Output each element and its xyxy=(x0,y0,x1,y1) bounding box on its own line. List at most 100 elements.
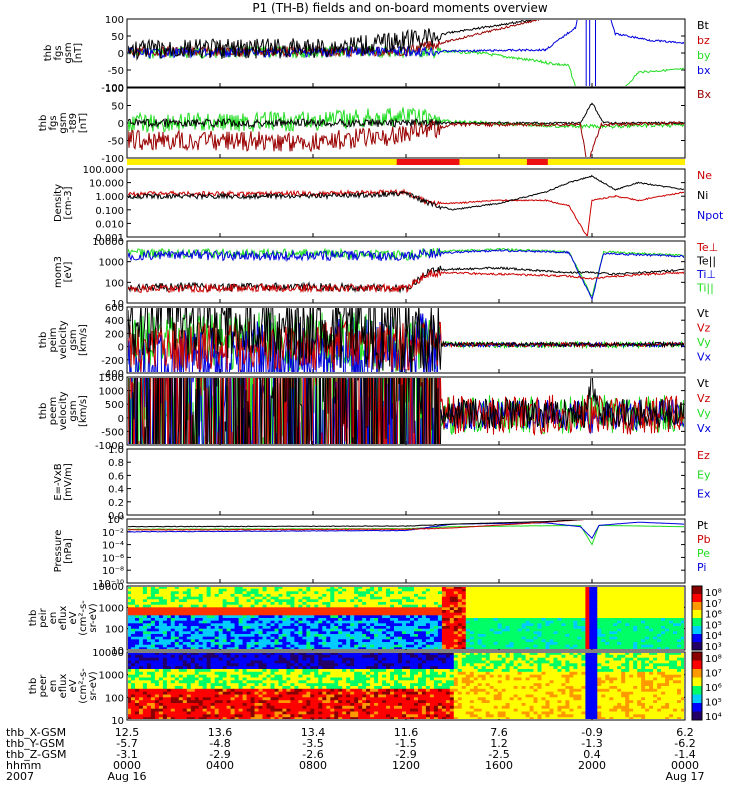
spectrogram-cell xyxy=(159,655,164,658)
spectrogram-cell xyxy=(207,680,212,683)
spectrogram-cell xyxy=(267,697,272,700)
spectrogram-cell xyxy=(227,706,232,709)
spectrogram-cell xyxy=(247,672,252,675)
spectrogram-cell xyxy=(314,655,319,658)
spectrogram-cell xyxy=(263,697,268,700)
spectrogram-cell xyxy=(163,663,168,666)
y-tick-label: 1000 xyxy=(99,671,124,682)
spectrogram-cell xyxy=(135,714,140,717)
spectrogram-cell xyxy=(187,680,192,683)
y-axis-label: sr-eV) xyxy=(88,603,99,632)
spectrogram-cell xyxy=(219,714,224,717)
y-tick-label: 0 xyxy=(118,343,124,354)
y-tick-label: 0.4 xyxy=(108,485,124,496)
colorbar-segment xyxy=(692,634,702,643)
legend-ex: Ex xyxy=(697,488,711,501)
spectrogram-cell xyxy=(286,697,291,700)
y-axis-label: [nT] xyxy=(78,113,89,133)
spectrogram-cell xyxy=(143,706,148,709)
spectrogram-cell xyxy=(267,706,272,709)
spectrogram-cell xyxy=(191,697,196,700)
spectrogram-cell xyxy=(290,663,295,666)
spectrogram-cell xyxy=(330,655,335,658)
spectrogram-cell xyxy=(255,689,260,692)
spectrogram-cell xyxy=(286,672,291,675)
spectrogram-cell xyxy=(187,689,192,692)
spectrogram-cell xyxy=(227,714,232,717)
y-tick-label: 0.010 xyxy=(95,219,124,230)
spectrogram-cell xyxy=(275,672,280,675)
colorbar-segment xyxy=(692,626,702,635)
spectrogram-cell xyxy=(179,655,184,658)
spectrogram-cell xyxy=(179,697,184,700)
spectrogram-cell xyxy=(318,706,323,709)
spectrogram-cell xyxy=(135,680,140,683)
spectrogram-cell xyxy=(135,655,140,658)
spectrogram-cell xyxy=(290,655,295,658)
spectrogram-cell xyxy=(314,697,319,700)
spectrogram-cell xyxy=(151,655,156,658)
panel-3: 100.00010.0001.0000.1000.0100.001Density… xyxy=(53,165,724,244)
spectrogram-cell xyxy=(147,706,152,709)
legend-pb: Pb xyxy=(697,533,711,546)
spectrogram-cell xyxy=(271,655,276,658)
spectrogram-cell xyxy=(183,697,188,700)
colorbar-label: 10⁵ xyxy=(705,698,722,709)
spectrogram-cell xyxy=(259,672,264,675)
spectrogram-cell xyxy=(183,714,188,717)
spectrogram-cell xyxy=(199,672,204,675)
spectrogram-cell xyxy=(219,706,224,709)
spectrogram-cell xyxy=(235,663,240,666)
spectrogram-cell xyxy=(159,680,164,683)
spectrogram-cell xyxy=(294,714,299,717)
spectrogram-cell xyxy=(211,672,216,675)
spectrogram-cell xyxy=(326,714,331,717)
spectrogram-cell xyxy=(171,714,176,717)
spectrogram-cell xyxy=(183,706,188,709)
spectrogram-cell xyxy=(326,655,331,658)
spectrogram-cell xyxy=(282,706,287,709)
spectrogram-cell xyxy=(290,672,295,675)
colorbar-label: 10⁶ xyxy=(705,610,722,621)
colorbar-segment xyxy=(692,686,702,695)
spectrogram-cell xyxy=(255,697,260,700)
spectrogram-cell xyxy=(199,706,204,709)
spectrogram-cell xyxy=(239,706,244,709)
y-tick-label: 10000 xyxy=(92,582,124,593)
spectrogram-cell xyxy=(207,697,212,700)
spectrogram-cell xyxy=(330,680,335,683)
spectrogram-cell xyxy=(302,680,307,683)
legend-te: Te⊥ xyxy=(696,241,718,254)
y-axis-label: sr-eV) xyxy=(88,671,99,700)
spectrogram-cell xyxy=(203,663,208,666)
spectrogram-cell xyxy=(183,672,188,675)
spectrogram-cell xyxy=(243,663,248,666)
y-tick-label: 100 xyxy=(105,278,124,289)
spectrogram-cell xyxy=(259,655,264,658)
spectrogram-cell xyxy=(215,680,220,683)
legend-vz: Vz xyxy=(697,322,711,335)
spectrogram-cell xyxy=(298,689,303,692)
spectrogram-cell xyxy=(318,680,323,683)
legend-te: Te|| xyxy=(696,255,716,268)
spectrogram-cell xyxy=(243,706,248,709)
y-tick-label: 10⁰ xyxy=(107,515,124,526)
spectrogram-cell xyxy=(243,680,248,683)
spectrogram-cell xyxy=(326,706,331,709)
spectrogram-cell xyxy=(326,663,331,666)
spectrogram-cell xyxy=(203,680,208,683)
y-tick-label: 1000 xyxy=(99,387,124,398)
spectrogram-cell xyxy=(151,680,156,683)
spectrogram-cell xyxy=(326,697,331,700)
spectrogram-cell xyxy=(131,689,136,692)
spectrogram-cell xyxy=(231,714,236,717)
spectrogram-cell xyxy=(294,680,299,683)
spectrogram-cell xyxy=(243,672,248,675)
legend-vt: Vt xyxy=(697,377,710,390)
y-tick-label: 10⁻² xyxy=(102,528,124,539)
spectrogram-cell xyxy=(235,689,240,692)
spectrogram-cell xyxy=(187,672,192,675)
spectrogram-cell xyxy=(243,655,248,658)
spectrogram-cell xyxy=(159,706,164,709)
